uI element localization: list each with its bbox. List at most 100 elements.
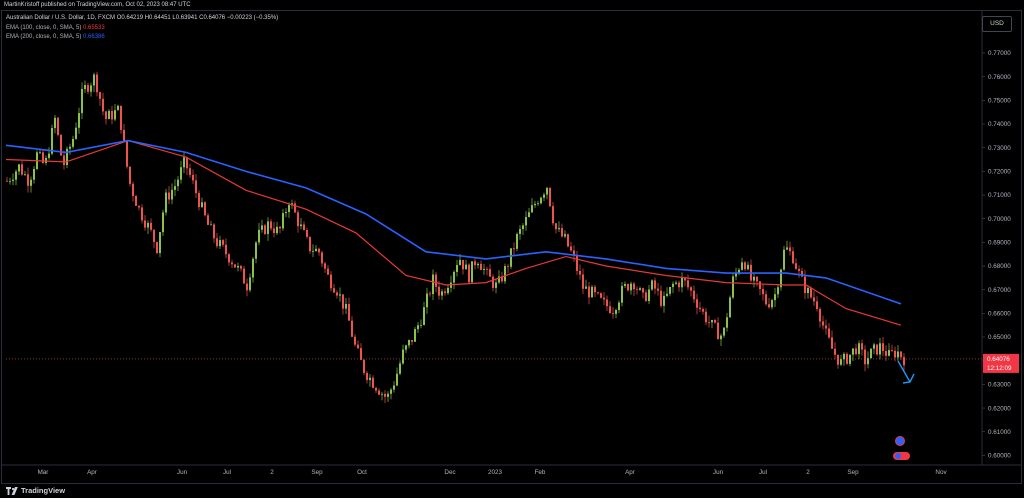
candle-body: [537, 203, 539, 205]
currency-button[interactable]: USD: [982, 16, 1012, 32]
candle-body: [714, 320, 716, 323]
candle-body: [306, 230, 308, 237]
candle-body: [825, 325, 827, 329]
candle-body: [720, 335, 722, 340]
candle-body: [243, 268, 245, 284]
tradingview-brand[interactable]: TradingView: [21, 486, 66, 495]
candle-body: [777, 287, 779, 295]
candle-body: [378, 390, 380, 395]
ema200-line: [5, 139, 902, 305]
candle-body: [696, 299, 698, 308]
candle-body: [615, 310, 617, 314]
candle-body: [75, 127, 77, 139]
candle-body: [18, 164, 20, 172]
candle-body: [813, 297, 815, 302]
candle-body: [627, 284, 629, 291]
candle-body: [684, 277, 686, 281]
candle-body: [405, 345, 407, 350]
candle-body: [873, 344, 875, 349]
ema200-label[interactable]: EMA (200, close, 0, SMA, 5): [6, 34, 82, 40]
candle-body: [222, 240, 224, 245]
candle-body: [462, 259, 464, 270]
candle-body: [105, 111, 107, 120]
candle-body: [12, 179, 14, 181]
candle-body: [444, 291, 446, 294]
last-price-label: 0.64076: [987, 356, 1010, 363]
candle-body: [897, 351, 899, 358]
symbol-title[interactable]: Australian Dollar / U.S. Dollar, 1D, FXC…: [6, 15, 116, 21]
candle-body: [486, 268, 488, 270]
candle-body: [717, 322, 719, 340]
candle-body: [162, 212, 164, 233]
candle-body: [117, 105, 119, 111]
annotations: [893, 360, 915, 460]
candle-body: [840, 359, 842, 365]
candle-body: [699, 307, 701, 310]
ohlc-values: O0.64219 H0.64451 L0.63941 C0.64076 −0.0…: [116, 15, 279, 21]
candle-body: [606, 299, 608, 307]
price-tick-label: 0.61000: [988, 429, 1011, 436]
candle-body: [48, 153, 50, 159]
au-event-icon: [895, 436, 905, 446]
candle-body: [375, 387, 377, 391]
candle-body: [753, 276, 755, 281]
candle-body: [612, 312, 614, 314]
candle-body: [123, 129, 125, 141]
candle-body: [249, 277, 251, 291]
price-tick-label: 0.60000: [988, 453, 1011, 460]
candle-body: [363, 359, 365, 373]
candle-body: [540, 197, 542, 204]
last-price-tag: [983, 353, 1019, 373]
candle-body: [828, 328, 830, 338]
candle-body: [387, 393, 389, 397]
candle-body: [834, 348, 836, 355]
candle-body: [480, 263, 482, 270]
price-tick-label: 0.70000: [988, 216, 1011, 223]
candle-body: [768, 304, 770, 308]
candle-body: [285, 212, 287, 214]
candle-body: [315, 248, 317, 252]
candle-body: [441, 291, 443, 296]
ema100-label[interactable]: EMA (100, close, 0, SMA, 5): [6, 24, 82, 31]
candle-body: [546, 187, 548, 195]
candle-body: [288, 205, 290, 213]
candle-body: [576, 255, 578, 271]
candle-body: [177, 179, 179, 187]
candle-body: [882, 343, 884, 352]
candle-body: [681, 277, 683, 288]
ema-lines: [5, 139, 902, 326]
candle-body: [357, 344, 359, 349]
footer-bar: TradingView: [0, 484, 1024, 498]
time-tick-label: Oct: [357, 469, 367, 476]
candle-body: [708, 322, 710, 324]
candle-body: [762, 289, 764, 295]
price-tick-label: 0.62000: [988, 405, 1011, 412]
candle-body: [201, 202, 203, 208]
candle-body: [141, 207, 143, 221]
price-chart[interactable]: 0.77000 0.76000 0.75000 0.74000 0.73000 0.720…: [0, 0, 1024, 484]
candle-body: [879, 343, 881, 355]
candle-body: [255, 242, 257, 259]
candle-body: [810, 288, 812, 298]
candle-body: [384, 393, 386, 397]
candle-body: [864, 349, 866, 365]
candle-body: [33, 168, 35, 180]
countdown-label: 12:12:09: [987, 365, 1012, 372]
candle-body: [702, 309, 704, 312]
time-tick-label: Jun: [713, 469, 724, 476]
candle-body: [495, 282, 497, 288]
candle-body: [393, 385, 395, 390]
candle-body: [348, 303, 350, 321]
candle-body: [360, 348, 362, 360]
candle-body: [282, 213, 284, 229]
time-axis: Mar Apr Jun Jul 2 Sep Oct Dec 2023 Feb Apr Jun Jul 2 S…: [2, 464, 1021, 476]
candle-body: [354, 336, 356, 345]
candle-body: [219, 240, 221, 247]
candle-body: [147, 222, 149, 228]
candle-body: [654, 280, 656, 289]
candle-body: [516, 233, 518, 249]
candle-body: [318, 248, 320, 253]
candle-body: [198, 193, 200, 208]
candle-body: [579, 270, 581, 275]
price-tick-label: 0.68000: [988, 263, 1011, 270]
